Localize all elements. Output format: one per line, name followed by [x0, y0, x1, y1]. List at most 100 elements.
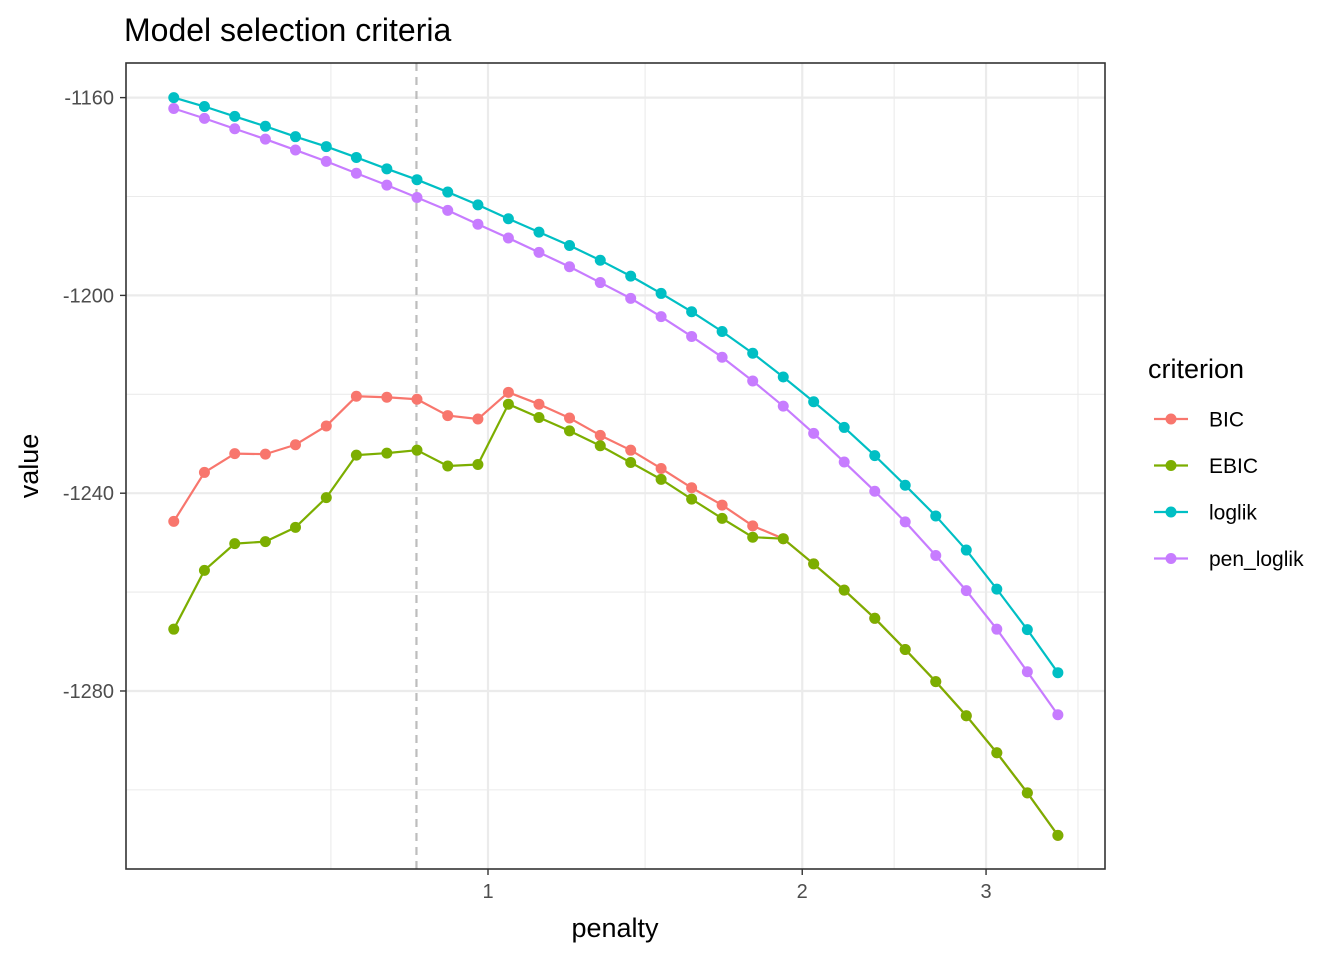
data-point-loglik: [564, 239, 576, 251]
grid-minor: [126, 63, 1105, 869]
data-point-BIC: [655, 462, 667, 474]
legend-item-BIC: BIC: [1154, 409, 1244, 432]
data-point-loglik: [747, 347, 759, 359]
data-point-loglik: [533, 226, 545, 238]
legend-key-point: [1165, 413, 1177, 425]
y-tick-label: -1280: [63, 681, 114, 703]
data-point-BIC: [198, 466, 210, 478]
data-point-loglik: [1021, 624, 1033, 636]
data-point-loglik: [502, 213, 514, 225]
data-point-pen_loglik: [594, 277, 606, 289]
x-tick-label: 3: [980, 881, 991, 903]
data-point-EBIC: [716, 512, 728, 524]
y-tick-label: -1240: [63, 483, 114, 505]
data-point-pen_loglik: [168, 102, 180, 114]
data-point-EBIC: [533, 412, 545, 424]
data-point-pen_loglik: [686, 330, 698, 342]
data-point-loglik: [625, 270, 637, 282]
data-point-loglik: [655, 287, 667, 299]
grid-major: [126, 63, 1105, 869]
legend-item-EBIC: EBIC: [1154, 455, 1258, 478]
data-point-BIC: [625, 444, 637, 456]
data-point-BIC: [564, 412, 576, 424]
legend-item-loglik: loglik: [1154, 502, 1257, 525]
data-point-pen_loglik: [655, 311, 667, 323]
data-point-pen_loglik: [930, 550, 942, 562]
data-point-loglik: [686, 306, 698, 318]
data-point-EBIC: [320, 492, 332, 504]
data-point-loglik: [472, 199, 484, 211]
data-point-EBIC: [960, 710, 972, 722]
data-point-EBIC: [168, 623, 180, 635]
data-point-EBIC: [625, 457, 637, 469]
legend-key-point: [1165, 506, 1177, 518]
data-point-EBIC: [472, 459, 484, 471]
data-point-BIC: [533, 398, 545, 410]
data-point-EBIC: [289, 521, 301, 533]
legend-label: BIC: [1209, 409, 1244, 432]
data-point-BIC: [320, 420, 332, 432]
data-point-pen_loglik: [838, 456, 850, 468]
data-point-pen_loglik: [747, 375, 759, 387]
data-point-pen_loglik: [991, 623, 1003, 635]
data-point-EBIC: [350, 449, 362, 461]
data-point-loglik: [594, 254, 606, 266]
data-point-pen_loglik: [777, 400, 789, 412]
data-point-pen_loglik: [381, 179, 393, 191]
data-point-loglik: [320, 141, 332, 153]
data-point-pen_loglik: [502, 232, 514, 244]
data-point-pen_loglik: [1021, 666, 1033, 678]
data-point-loglik: [259, 120, 271, 132]
data-point-loglik: [289, 131, 301, 143]
plot-panel: [125, 62, 1106, 870]
data-point-EBIC: [838, 584, 850, 596]
data-point-pen_loglik: [229, 123, 241, 135]
data-point-BIC: [350, 390, 362, 402]
data-point-BIC: [411, 393, 423, 405]
data-point-loglik: [899, 479, 911, 491]
data-point-loglik: [991, 583, 1003, 595]
data-point-pen_loglik: [564, 261, 576, 273]
data-point-loglik: [198, 101, 210, 113]
data-point-EBIC: [442, 460, 454, 472]
legend-label: loglik: [1209, 502, 1257, 525]
data-point-pen_loglik: [625, 292, 637, 304]
data-point-pen_loglik: [289, 144, 301, 156]
data-point-BIC: [716, 499, 728, 511]
y-tick-label: -1160: [64, 88, 114, 110]
data-point-loglik: [838, 421, 850, 433]
data-point-loglik: [168, 92, 180, 104]
x-tick-label: 1: [482, 881, 493, 903]
data-point-EBIC: [808, 558, 820, 570]
x-tick-label: 2: [797, 881, 808, 903]
data-point-loglik: [381, 163, 393, 175]
legend-items: BIC EBIC loglik pen_loglik: [1154, 409, 1304, 571]
data-point-loglik: [960, 544, 972, 556]
legend: criterion BIC EBIC loglik pen_loglik: [1148, 354, 1304, 571]
data-point-loglik: [411, 174, 423, 186]
data-point-pen_loglik: [899, 516, 911, 528]
data-point-BIC: [229, 448, 241, 460]
data-point-pen_loglik: [198, 112, 210, 124]
legend-title: criterion: [1148, 354, 1244, 384]
data-point-loglik: [350, 151, 362, 163]
x-axis: 1 2 3: [482, 869, 992, 903]
series-line-EBIC: [172, 403, 1059, 837]
data-point-BIC: [502, 386, 514, 398]
data-point-EBIC: [229, 538, 241, 550]
data-point-pen_loglik: [716, 351, 728, 363]
legend-key-point: [1165, 460, 1177, 471]
data-point-loglik: [869, 450, 881, 462]
data-point-pen_loglik: [869, 485, 881, 497]
data-point-loglik: [930, 510, 942, 522]
legend-key-point: [1165, 553, 1177, 564]
data-point-pen_loglik: [533, 246, 545, 258]
data-point-loglik: [716, 326, 728, 338]
x-axis-title: penalty: [571, 913, 659, 943]
data-point-BIC: [686, 482, 698, 494]
data-point-loglik: [229, 110, 241, 122]
data-point-EBIC: [869, 612, 881, 624]
data-point-pen_loglik: [808, 427, 820, 439]
series-points: [168, 92, 1064, 841]
data-point-EBIC: [655, 473, 667, 485]
